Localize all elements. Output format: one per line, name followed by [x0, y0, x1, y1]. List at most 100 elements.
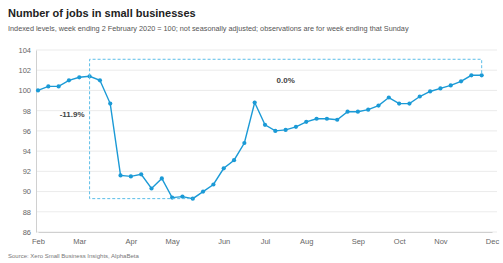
point [118, 173, 122, 177]
y-tick: 86 [23, 228, 36, 237]
subtitle: Indexed levels, week ending 2 February 2… [8, 24, 409, 33]
title: Number of jobs in small businesses [8, 7, 196, 19]
x-axis: Feb Mar Apr May Jun Jul Aug Sep Oct Nov Dec [32, 233, 499, 247]
point [335, 118, 339, 122]
point [98, 78, 102, 82]
point [253, 100, 257, 104]
x-tick-label: May [166, 237, 180, 246]
x-tick: Nov [434, 237, 448, 246]
point [201, 189, 205, 193]
grid-line [36, 70, 497, 71]
y-tick-label: 102 [18, 66, 31, 75]
point [438, 86, 442, 90]
point [211, 182, 215, 186]
point [108, 101, 112, 105]
point [469, 73, 473, 77]
y-tick: 92 [23, 167, 36, 176]
point [407, 101, 411, 105]
point [67, 78, 71, 82]
grid-line [36, 191, 497, 192]
point [263, 123, 267, 127]
point [459, 79, 463, 83]
point [232, 158, 236, 162]
point [314, 117, 318, 121]
point [284, 128, 288, 132]
grid-line [36, 130, 497, 131]
point [180, 195, 184, 199]
x-tick-label: Feb [32, 237, 45, 246]
y-tick: 88 [23, 208, 36, 217]
point [294, 125, 298, 129]
grid-line [36, 211, 497, 212]
chart: Number of jobs in small businesses Indexe… [0, 0, 503, 263]
x-tick-label: Nov [434, 237, 448, 246]
x-tick: Jun [218, 237, 230, 246]
x-axis-line [39, 232, 493, 233]
point [397, 101, 401, 105]
annotations: -11.9% 0.0% [60, 59, 482, 198]
x-tick-label: Apr [126, 237, 138, 246]
series-line [38, 75, 482, 198]
grid-line [36, 110, 497, 111]
point [366, 108, 370, 112]
y-tick-label: 90 [23, 187, 31, 196]
grid [36, 50, 497, 232]
y-tick-label: 98 [23, 107, 31, 116]
point [222, 166, 226, 170]
point [356, 110, 360, 114]
point [376, 104, 380, 108]
y-tick-label: 92 [23, 167, 31, 176]
point [129, 174, 133, 178]
x-tick: Dec [486, 237, 500, 246]
point [77, 75, 81, 79]
x-tick: Sep [352, 237, 365, 246]
y-tick: 98 [23, 107, 36, 116]
point [46, 84, 50, 88]
x-tick-label: Sep [352, 237, 365, 246]
point [449, 83, 453, 87]
y-tick: 102 [18, 66, 36, 75]
point [428, 89, 432, 93]
point [160, 176, 164, 180]
x-tick: Jul [261, 237, 271, 246]
x-tick: Apr [126, 237, 138, 246]
drop-bracket [90, 76, 193, 198]
grid-line [36, 151, 497, 152]
x-tick: Oct [394, 237, 407, 246]
y-axis-line [36, 51, 37, 233]
x-tick: May [166, 237, 180, 246]
y-tick-label: 100 [18, 86, 31, 95]
y-tick: 96 [23, 127, 36, 136]
source: Source: Xero Small Business Insights, Al… [8, 253, 139, 259]
y-tick: 100 [18, 86, 36, 95]
x-tick-label: Dec [486, 237, 500, 246]
point [304, 120, 308, 124]
y-tick-label: 88 [23, 208, 31, 217]
x-tick-label: Aug [300, 237, 313, 246]
x-tick: Aug [300, 237, 313, 246]
point [273, 129, 277, 133]
plot-area [36, 73, 484, 201]
y-axis: 86 88 90 92 94 96 98 100 102 104 [18, 46, 36, 237]
point [418, 94, 422, 98]
x-tick: Mar [73, 237, 86, 246]
point [345, 110, 349, 114]
point [387, 95, 391, 99]
point [139, 172, 143, 176]
x-tick-label: Jul [261, 237, 271, 246]
annotation: -11.9% [60, 110, 85, 119]
grid-line [36, 50, 497, 51]
y-tick-label: 94 [23, 147, 31, 156]
point [57, 84, 61, 88]
y-tick: 94 [23, 147, 36, 156]
recovery-bracket [90, 59, 482, 76]
point [36, 88, 40, 92]
y-tick-label: 104 [18, 46, 31, 55]
x-tick: Feb [32, 237, 45, 246]
y-tick: 104 [18, 46, 36, 55]
point [325, 117, 329, 121]
point [242, 141, 246, 145]
grid-line [36, 171, 497, 172]
y-tick-label: 86 [23, 228, 31, 237]
annotation: 0.0% [277, 76, 295, 85]
